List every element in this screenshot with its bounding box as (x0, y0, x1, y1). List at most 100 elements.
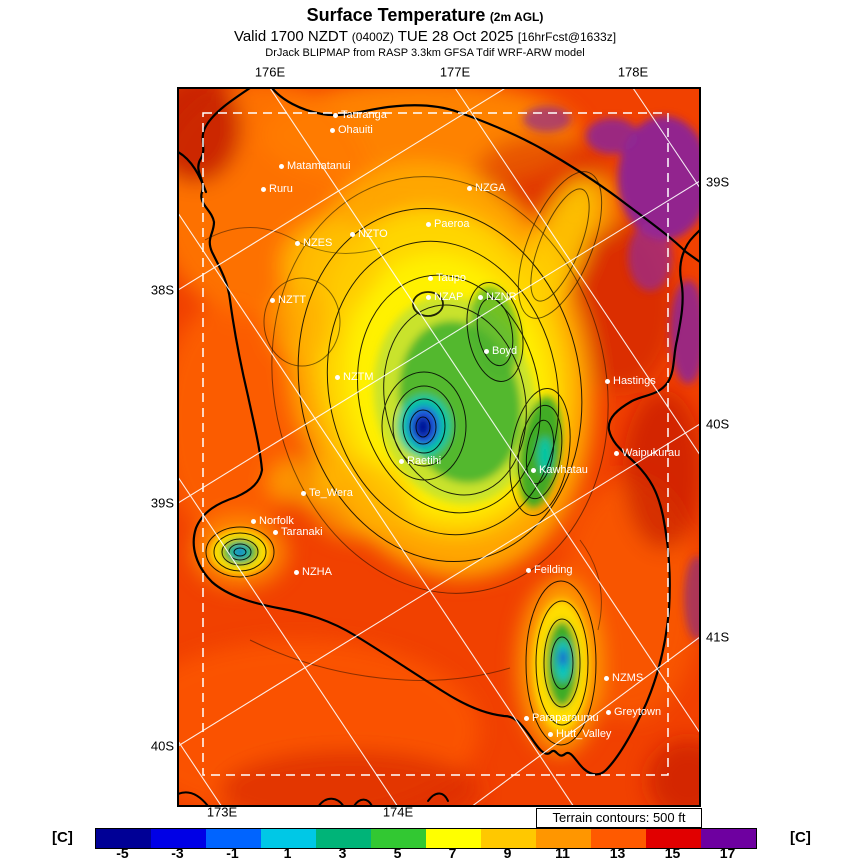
valid-zulu: (0400Z) (351, 30, 394, 44)
station-label: Taranaki (281, 526, 323, 538)
axis-label-176e-top: 176E (254, 64, 286, 80)
station-label: Norfolk (259, 515, 294, 527)
station-dot (605, 378, 610, 384)
lon-line-178e (632, 88, 700, 189)
station-label: NZGA (475, 182, 506, 194)
colorbar-tick-13: 13 (609, 845, 626, 860)
lat-line-40s (178, 423, 700, 747)
station-label: Kawhatau (539, 464, 588, 476)
contour-lines (204, 171, 609, 746)
station-dot (261, 186, 266, 192)
colorbar-seg-13 (591, 829, 646, 848)
colorbar-tick-7: 7 (448, 845, 457, 860)
station-dot (428, 275, 433, 281)
colorbar-tick--5: -5 (116, 845, 129, 860)
station-norfolk: Norfolk (251, 515, 294, 527)
station-dot (426, 294, 431, 300)
station-dot (531, 467, 536, 473)
station-dot (301, 490, 306, 496)
station-label: Feilding (534, 564, 573, 576)
colorbar-seg-9 (481, 829, 536, 848)
station-label: Hutt_Valley (556, 728, 612, 740)
station-paraparaumu: Paraparaumu (524, 712, 599, 724)
axis-label-40s-left: 40S (150, 738, 174, 754)
colorbar-tick-15: 15 (664, 845, 681, 860)
axis-label-174e-bottom: 174E (382, 804, 414, 820)
station-tauranga: Tauranga (333, 109, 387, 121)
colorbar-seg-3 (316, 829, 371, 848)
station-dot (251, 518, 256, 524)
station-dot (604, 675, 609, 681)
station-label: Ohauiti (338, 124, 373, 136)
valid-time: Valid 1700 NZDT (233, 28, 348, 45)
station-ohauiti: Ohauiti (330, 124, 373, 136)
coastline (178, 88, 700, 806)
axis-label-173e-bottom: 173E (206, 804, 238, 820)
station-label: Greytown (614, 706, 662, 718)
station-dot (467, 185, 472, 191)
axis-label-39s-left: 39S (150, 495, 174, 511)
station-paeroa: Paeroa (426, 218, 469, 230)
axis-label-40s-right: 40S (706, 416, 730, 432)
station-raetihi: Raetihi (399, 455, 441, 467)
station-dot (484, 348, 489, 354)
valid-date: TUE 28 Oct 2025 (397, 28, 514, 45)
colorbar-seg--1 (206, 829, 261, 848)
station-nznr: NZNR (478, 291, 517, 303)
colorbar-seg-7 (426, 829, 481, 848)
station-taupo: Taupo (428, 272, 466, 284)
colorbar-tick--3: -3 (171, 845, 184, 860)
lon-line-175e (178, 212, 574, 806)
valid-line: Valid 1700 NZDT (0400Z) TUE 28 Oct 2025 … (0, 28, 850, 46)
header: Surface Temperature (2m AGL) Valid 1700 … (0, 4, 850, 60)
station-feilding: Feilding (526, 564, 573, 576)
station-label: Waipukurau (622, 447, 681, 459)
station-dot (524, 715, 529, 721)
station-greytown: Greytown (606, 706, 661, 718)
station-nztm: NZTM (335, 371, 374, 383)
colorbar-tick-11: 11 (555, 845, 570, 860)
colorbar-seg--3 (151, 829, 206, 848)
station-nzes: NZES (295, 237, 332, 249)
station-label: NZTM (343, 371, 374, 383)
colorbar-seg-17 (701, 829, 756, 848)
station-label: Tauranga (341, 109, 387, 121)
colorbar-seg-5 (371, 829, 426, 848)
station-waipukurau: Waipukurau (614, 447, 680, 459)
station-dot (279, 163, 284, 169)
station-nztt: NZTT (270, 294, 306, 306)
station-dot (270, 297, 275, 303)
station-label: NZES (303, 237, 333, 249)
colorbar-tick-9: 9 (503, 845, 512, 860)
station-dot (614, 450, 619, 456)
station-nzms: NZMS (604, 672, 643, 684)
station-label: NZAP (434, 291, 464, 303)
station-ruru: Ruru (261, 183, 293, 195)
colorbar-tick-1: 1 (283, 845, 292, 860)
station-label: Matamatanui (287, 160, 351, 172)
station-nzap: NZAP (426, 291, 463, 303)
station-te_wera: Te_Wera (301, 487, 353, 499)
lon-line-174e (178, 476, 398, 806)
colorbar-seg--5 (96, 829, 151, 848)
station-kawhatau: Kawhatau (531, 464, 588, 476)
domain-boundary (202, 112, 669, 776)
colorbar-seg-11 (536, 829, 591, 848)
station-dot (478, 294, 483, 300)
station-boyd: Boyd (484, 345, 517, 357)
lon-line-177e (454, 88, 700, 456)
station-matamatanui: Matamatanui (279, 160, 351, 172)
lon-line-173e (178, 740, 222, 806)
page-title-suffix: (2m AGL) (489, 10, 544, 24)
colorbar-tick-17: 17 (719, 845, 736, 860)
station-hastings: Hastings (605, 375, 656, 387)
station-taranaki: Taranaki (273, 526, 323, 538)
station-hutt_valley: Hutt_Valley (548, 728, 611, 740)
colorbar-tick--1: -1 (226, 845, 239, 860)
station-dot (333, 112, 338, 118)
station-dot (606, 709, 611, 715)
temperature-field (178, 88, 700, 806)
axis-label-177e-top: 177E (439, 64, 471, 80)
